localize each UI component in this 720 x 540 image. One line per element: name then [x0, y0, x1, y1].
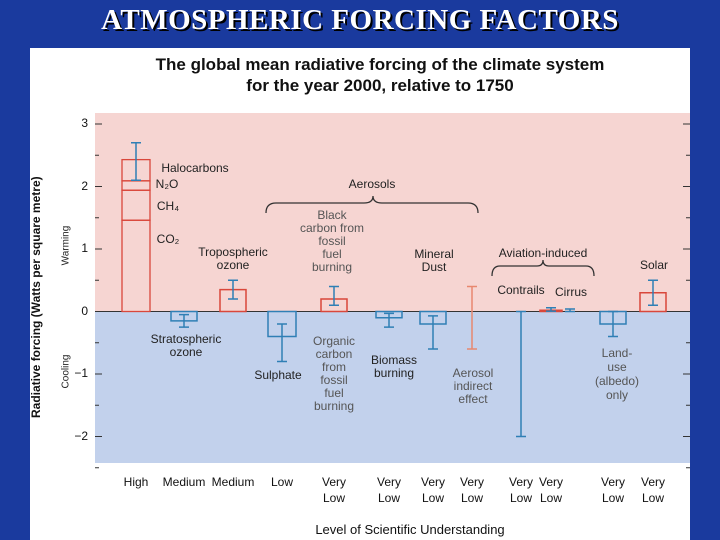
category-label: Solar — [639, 258, 668, 272]
category-label: Contrails — [497, 283, 545, 297]
category-label-line: effect — [458, 392, 488, 406]
category-label-line: carbon from — [299, 221, 365, 235]
category-label-line: fuel — [322, 247, 342, 261]
category-label-line: Black — [317, 208, 347, 222]
category-label-line: Organic — [312, 334, 356, 348]
slide-title: ATMOSPHERIC FORCING FACTORS — [101, 4, 619, 36]
category-label-line: Mineral — [414, 247, 454, 261]
y-axis-label: Radiative forcing (Watts per square metr… — [29, 176, 43, 418]
x-tick-label: Very Low — [459, 475, 484, 505]
x-tick-label: Very Low — [420, 475, 445, 505]
category-label-line: burning — [313, 399, 355, 413]
x-tick-label: High — [123, 475, 149, 489]
y-tick-label: 1 — [81, 241, 88, 255]
aerosols-bracket — [265, 195, 479, 214]
category-label-line: burning — [373, 366, 415, 380]
category-label: Sulphate — [254, 368, 302, 382]
x-tick-label: Very Low — [640, 475, 665, 505]
chart-title-block: The global mean radiative forcing of the… — [90, 54, 670, 96]
x-tick-label: Very Low — [321, 475, 346, 505]
chart-title: The global mean radiative forcing of the… — [155, 55, 605, 74]
y-tick-label: −2 — [74, 428, 88, 443]
category-label: N₂O — [155, 177, 179, 191]
category-label: Halocarbons — [161, 161, 229, 175]
category-label-line: Dust — [421, 260, 447, 274]
category-label: Cirrus — [555, 285, 587, 299]
category-label-line: carbon — [315, 347, 353, 361]
category-label-line: fossil — [318, 234, 346, 248]
category-label-line: only — [605, 388, 628, 402]
group-label-aerosols: Aerosols — [348, 177, 396, 191]
y-tick-label: −1 — [74, 366, 88, 380]
chart-subtitle: for the year 2000, relative to 1750 — [246, 76, 514, 95]
x-axis-label: Level of Scientific Understanding — [315, 522, 505, 537]
category-label-line: fuel — [324, 386, 344, 400]
x-tick-label: Low — [270, 475, 293, 489]
category-label-line: use — [607, 360, 627, 374]
x-tick-label: Very Low — [376, 475, 401, 505]
category-label-line: Stratospheric — [150, 332, 222, 346]
x-tick-label: Medium — [211, 475, 255, 489]
category-label-line: Aerosol — [452, 366, 494, 380]
category-label-line: ozone — [216, 258, 250, 272]
category-label-line: indirect — [453, 379, 493, 393]
x-tick-label: Very Low — [508, 475, 533, 505]
category-label-line: Land- — [601, 346, 633, 360]
category-label-line: fossil — [320, 373, 348, 387]
warming-region — [95, 113, 690, 312]
y-tick-label: 2 — [81, 178, 88, 193]
y-tick-label: 3 — [81, 116, 88, 130]
category-label-line: Tropospheric — [198, 245, 268, 259]
aviation-bracket — [491, 259, 595, 277]
x-tick-label: Medium — [162, 475, 206, 489]
cooling-region — [95, 311, 690, 463]
category-label-line: ozone — [169, 345, 203, 359]
category-label: CO₂ — [156, 232, 180, 246]
category-label-line: from — [322, 360, 346, 374]
x-tick-label: Very Low — [538, 475, 563, 505]
y-tick-label: 0 — [81, 303, 88, 318]
x-tick-label: Very Low — [600, 475, 625, 505]
category-label-line: (albedo) — [594, 374, 640, 388]
category-label-line: burning — [311, 260, 353, 274]
category-label-line: Biomass — [370, 353, 417, 367]
category-label: CH₄ — [156, 199, 180, 213]
group-label-aviation: Aviation-induced — [498, 246, 588, 260]
